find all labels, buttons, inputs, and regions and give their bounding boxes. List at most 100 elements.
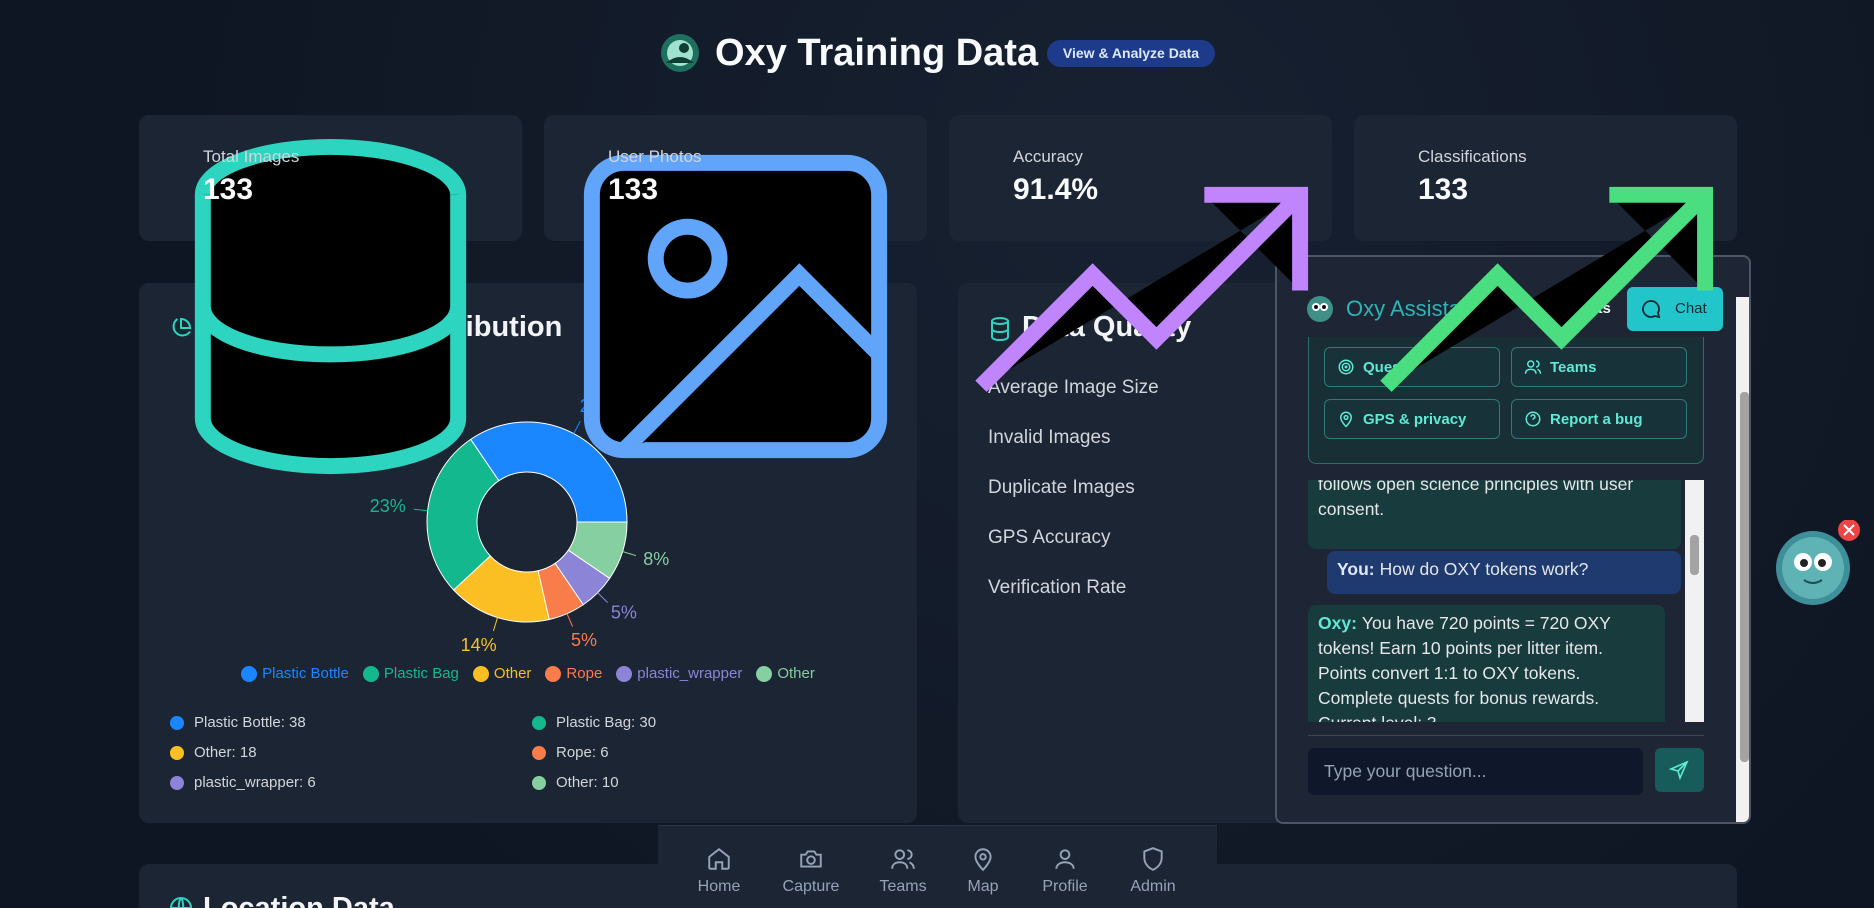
icon-part	[974, 848, 992, 872]
chat-message: follows open science principles with use…	[1308, 480, 1681, 549]
icon	[1055, 849, 1075, 869]
stat-card: Classifications 133	[1354, 115, 1737, 392]
nav-label: Map	[967, 878, 999, 895]
icon	[708, 848, 730, 870]
breakdown-text: plastic_wrapper: 6	[194, 774, 316, 791]
legend-label: Rope	[566, 665, 603, 682]
icon	[1143, 847, 1163, 871]
icon-part	[1527, 360, 1535, 368]
card-title: Location Data	[203, 892, 395, 908]
divider	[1308, 735, 1704, 736]
nav-item[interactable]: Profile	[1025, 846, 1105, 896]
stat-label: Classifications	[1418, 147, 1527, 166]
legend-item: Other	[756, 665, 815, 682]
icon-part	[1339, 411, 1353, 428]
breakdown-text: Other: 10	[556, 774, 619, 791]
send-button[interactable]	[1655, 748, 1704, 792]
icon-part	[1338, 359, 1354, 375]
scrollbar	[1736, 297, 1749, 822]
chart-icon	[172, 317, 192, 337]
quick-action[interactable]: Report a bug	[1511, 399, 1687, 439]
chat-message: You: How do OXY tokens work?	[1327, 551, 1681, 594]
icon-part	[1059, 849, 1071, 860]
icon-part	[891, 849, 915, 869]
leader-line	[597, 592, 608, 603]
chat-panel: Oxy Assistant Quests Chat QuestsTeamsGPS…	[1275, 255, 1751, 824]
leader-line	[566, 613, 574, 627]
stat-label: Total Images	[203, 147, 300, 166]
icon	[891, 849, 915, 869]
quality-item: Invalid Images	[988, 427, 1111, 448]
legend-marker	[241, 665, 258, 682]
icon-part	[708, 848, 730, 870]
chat-input[interactable]: Type your question...	[1308, 748, 1643, 795]
nav-label: Admin	[1130, 878, 1176, 895]
icon-part	[1525, 411, 1541, 427]
nav-label: Capture	[782, 878, 840, 895]
quick-action-label: Teams	[1550, 358, 1597, 376]
breakdown-text: Plastic Bottle: 38	[194, 714, 306, 731]
breakdown-item: Plastic Bag: 30	[532, 714, 656, 731]
pie-slice	[469, 421, 628, 523]
breakdown-item: plastic_wrapper: 6	[170, 774, 316, 791]
icon	[1524, 360, 1542, 374]
nav-item[interactable]: Map	[943, 846, 1023, 896]
icon	[1338, 359, 1354, 375]
speaker: You:	[1337, 559, 1375, 579]
send-icon	[1669, 760, 1689, 780]
tab-label: Chat	[1675, 300, 1707, 317]
message-text: follows open science principles with use…	[1318, 480, 1634, 519]
legend-marker	[362, 665, 379, 682]
globe-icon	[170, 897, 192, 908]
nav-item[interactable]: Teams	[863, 846, 943, 896]
icon-part	[1341, 362, 1351, 372]
icon	[1339, 411, 1353, 428]
quick-action[interactable]: Teams	[1511, 347, 1687, 387]
slice-label: 14%	[461, 635, 497, 655]
page-title: Oxy Training Data	[715, 32, 1039, 74]
quick-actions: Quests Teams GPS & privacy Report a bug	[1308, 337, 1704, 464]
chat-tab[interactable]: Chat	[1627, 287, 1723, 331]
donut-chart: 29%23%14%5%5%8%	[370, 396, 669, 655]
pie-slice	[567, 521, 628, 580]
breakdown-item: Other: 10	[532, 774, 619, 791]
icon-part	[1524, 360, 1542, 374]
quick-action[interactable]: GPS & privacy	[1324, 399, 1500, 439]
icon-part	[806, 855, 816, 865]
mascot[interactable]	[1770, 520, 1870, 620]
legend-label: Plastic Bag	[383, 665, 459, 682]
icon	[583, 154, 888, 459]
nav-item[interactable]: Admin	[1113, 846, 1193, 896]
stat-label: Accuracy	[1013, 147, 1083, 166]
stat-value: 133	[203, 173, 254, 206]
icon-part	[1143, 847, 1163, 871]
breakdown-item: Other: 18	[170, 744, 257, 761]
icon	[1525, 411, 1541, 427]
nav-label: Profile	[1042, 878, 1088, 895]
chat-icon	[1642, 300, 1661, 319]
db-icon	[991, 317, 1009, 342]
legend-marker	[616, 665, 633, 682]
icon-part	[894, 849, 906, 860]
assistant-avatar	[1307, 296, 1333, 322]
nav-label: Teams	[879, 878, 927, 895]
speaker: Oxy:	[1318, 613, 1357, 633]
quick-action-label: GPS & privacy	[1363, 410, 1467, 428]
icon-part	[1055, 861, 1075, 869]
legend-item: plastic_wrapper	[616, 665, 742, 682]
stat-value: 133	[1418, 173, 1469, 206]
slice-label: 5%	[571, 630, 597, 650]
icon-part	[975, 186, 1309, 392]
slice-label: 5%	[611, 603, 637, 623]
legend-label: Other	[493, 665, 532, 682]
icon-part	[618, 263, 885, 456]
slice-label: 8%	[643, 549, 669, 569]
quality-item: Verification Rate	[988, 577, 1127, 598]
icon-part	[1343, 414, 1349, 421]
nav-item[interactable]: Home	[679, 846, 759, 896]
nav-label: Home	[697, 878, 741, 895]
legend-item: Plastic Bottle	[241, 665, 349, 682]
breakdown-dot	[532, 775, 546, 790]
nav-item[interactable]: Capture	[771, 846, 851, 896]
